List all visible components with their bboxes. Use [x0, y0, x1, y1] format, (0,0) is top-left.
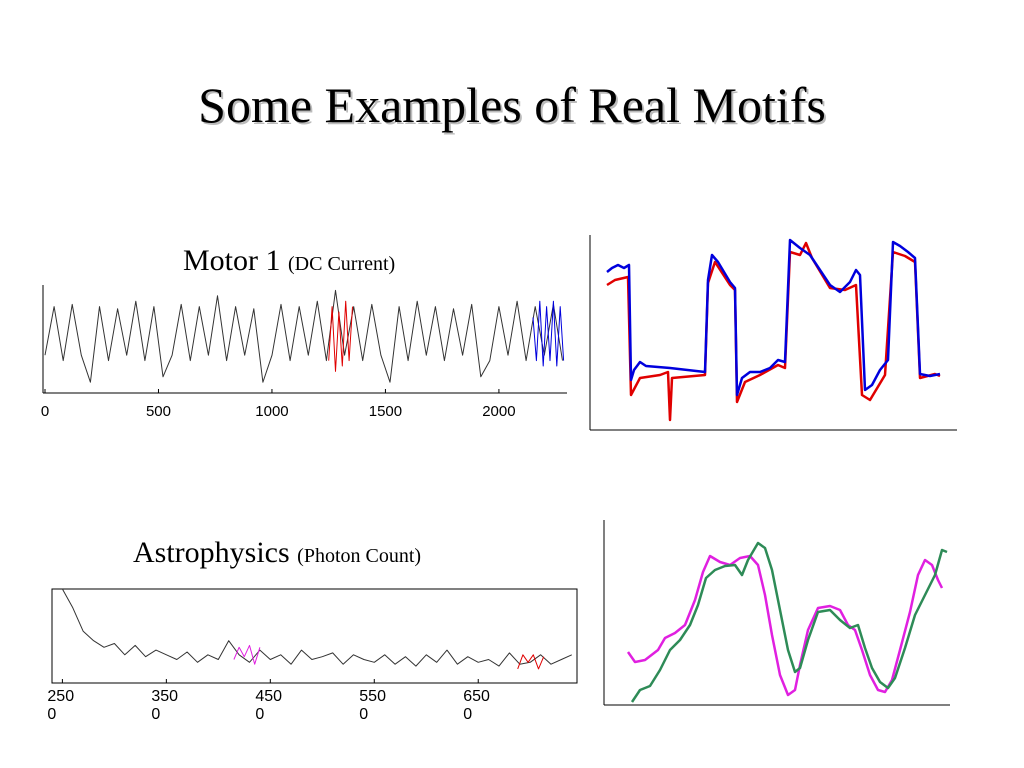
series-line — [606, 238, 941, 397]
x-tick-label: 6500 — [463, 688, 490, 723]
series-line — [532, 300, 565, 367]
chart-subtitle: (DC Current) — [288, 253, 395, 275]
series-line — [606, 241, 941, 422]
chart-title-main: Motor 1 — [183, 244, 281, 277]
x-tick-label: 1000 — [255, 403, 288, 420]
x-tick-label: 5500 — [359, 688, 386, 723]
series-line — [328, 300, 353, 372]
x-tick-label: 2000 — [482, 403, 515, 420]
x-tick-label: 3500 — [151, 688, 179, 723]
plot-frame — [51, 588, 578, 684]
x-tick-label: 0 — [41, 403, 49, 420]
chart-title: Astrophysics (Photon Count) — [133, 536, 421, 569]
x-tick-label: 1500 — [369, 403, 402, 420]
series-line — [233, 644, 261, 665]
x-tick-label: 500 — [146, 403, 171, 420]
series-line — [44, 289, 563, 383]
series-line — [517, 654, 545, 670]
chart-subtitle: (Photon Count) — [297, 545, 421, 567]
chart-title: Motor 1 (DC Current) — [183, 244, 395, 277]
series-line — [61, 588, 573, 667]
x-tick-label: 4500 — [255, 688, 283, 723]
x-tick-label: 2500 — [47, 688, 75, 723]
slide-title: Some Examples of Real Motifs — [198, 77, 826, 133]
series-line — [630, 541, 948, 703]
series-line — [626, 554, 944, 697]
chart-title-main: Astrophysics — [133, 536, 290, 569]
